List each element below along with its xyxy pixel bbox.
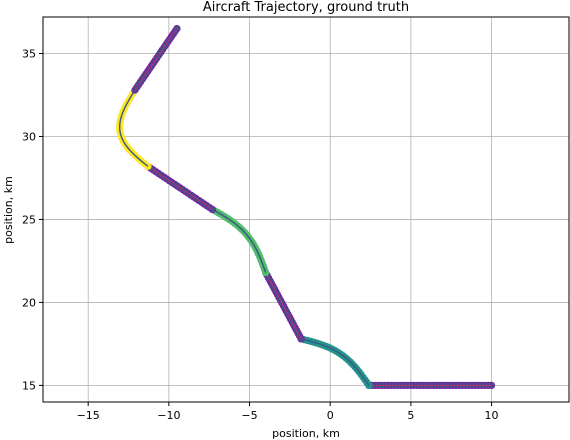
y-tick-label: 20: [22, 296, 36, 309]
trajectory-line: [300, 338, 370, 386]
plot-frame: [42, 16, 570, 403]
x-tick-label: 10: [485, 409, 499, 422]
trajectory-segment: [297, 335, 373, 390]
x-axis: −15 −10 −5 0 5 10: [77, 402, 499, 422]
chart-title: Aircraft Trajectory, ground truth: [203, 0, 409, 15]
y-tick-label: 30: [22, 130, 36, 143]
grid: [43, 17, 569, 402]
x-axis-label: position, km: [272, 427, 340, 440]
trajectory-segment: [365, 381, 496, 390]
trajectory-series: [116, 24, 496, 390]
trajectory-segment: [262, 268, 305, 343]
trajectory-segment: [131, 24, 181, 94]
trajectory-segment: [208, 205, 270, 277]
y-tick-label: 15: [22, 379, 36, 392]
trajectory-line: [118, 89, 149, 167]
trajectory-segment: [144, 162, 217, 214]
y-tick-label: 25: [22, 213, 36, 226]
x-tick-label: −10: [157, 409, 180, 422]
x-tick-label: −5: [241, 409, 257, 422]
x-tick-label: 5: [407, 409, 414, 422]
trajectory-point: [173, 24, 181, 33]
x-tick-label: −15: [77, 409, 100, 422]
trajectory-line: [134, 28, 178, 91]
trajectory-segment: [116, 86, 152, 171]
trajectory-line: [147, 166, 213, 210]
x-tick-label: 0: [327, 409, 334, 422]
y-axis: 15 20 25 30 35: [22, 48, 43, 392]
y-axis-label: position, km: [2, 176, 15, 244]
y-tick-label: 35: [22, 48, 36, 61]
trajectory-line: [265, 272, 302, 340]
trajectory-line: [212, 208, 267, 273]
